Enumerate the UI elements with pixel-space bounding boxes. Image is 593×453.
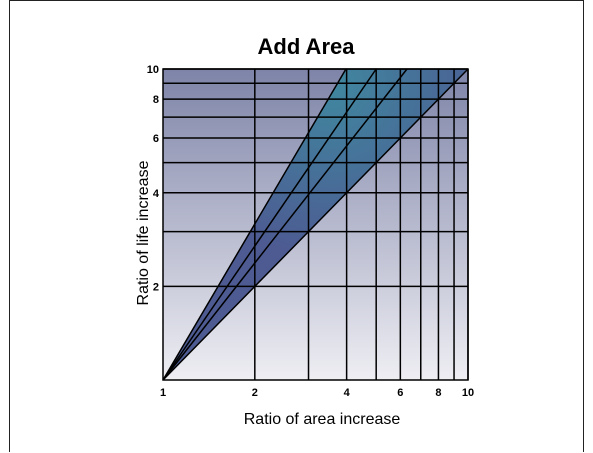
series-line <box>162 68 408 381</box>
x-tick-label: 2 <box>252 387 258 399</box>
series-line <box>162 68 377 381</box>
y-tick-label: 6 <box>153 133 159 145</box>
plot-border <box>162 68 469 381</box>
chart-title: Add Area <box>258 34 356 59</box>
series-layer <box>162 68 469 381</box>
y-tick-label: 10 <box>147 64 159 76</box>
plot-area <box>162 68 469 381</box>
y-tick-labels: 2 4 6 8 10 <box>147 64 160 293</box>
x-tick-label: 1 <box>160 387 166 399</box>
x-tick-labels: 1 2 4 6 8 10 <box>160 387 474 399</box>
y-axis-label: Ratio of life increase <box>135 160 152 305</box>
y-tick-label: 4 <box>153 188 160 200</box>
y-tick-label: 2 <box>153 281 159 293</box>
series-line <box>162 68 347 381</box>
x-tick-label: 10 <box>462 387 474 399</box>
x-tick-label: 8 <box>435 387 441 399</box>
y-tick-label: 8 <box>153 94 159 106</box>
series-line <box>162 68 469 381</box>
x-tick-label: 4 <box>344 387 351 399</box>
x-tick-label: 6 <box>397 387 403 399</box>
x-axis-label: Ratio of area increase <box>244 411 401 428</box>
chart: Add Area 1 2 4 6 8 10 2 4 6 8 10 Ratio of area in… <box>135 34 474 428</box>
chart-frame: Add Area 1 2 4 6 8 10 2 4 6 8 10 Ratio of area in… <box>9 0 584 452</box>
